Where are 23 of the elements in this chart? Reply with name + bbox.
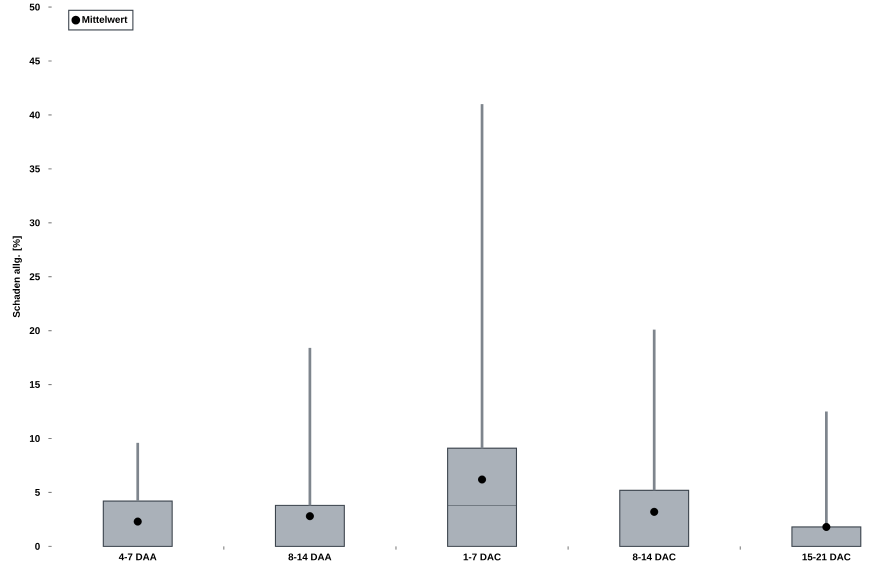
y-tick-label: 20 [30,327,40,334]
point [822,522,830,531]
point [650,508,658,516]
y-tick-label: 5 [35,489,40,496]
x-tick-label: 1-7 DAC [464,553,501,560]
legend-label: Mittelwert [82,16,128,23]
y-tick-label: 40 [29,111,40,118]
y-tick-label: 0 [35,542,40,550]
point [478,475,486,484]
y-tick-label: 25 [30,273,40,280]
y-axis-title: Schaden allg. [%] [12,236,22,318]
y-tick-label: 15 [30,381,40,388]
x-tick-label: 15-21 DAC [802,553,851,560]
x-tick-label: 8-14 DAA [288,553,332,560]
y-tick-label: 35 [30,165,40,172]
y-tick-label: 10 [30,435,40,442]
y-tick-label: 50 [30,4,40,11]
x-tick-label: 8-14 DAC [632,553,676,560]
point [134,518,142,526]
y-tick-label: 30 [30,219,40,226]
y-tick-label: 45 [29,58,40,64]
point [306,512,314,520]
x-tick-label: 4-7 DAA [118,553,156,560]
